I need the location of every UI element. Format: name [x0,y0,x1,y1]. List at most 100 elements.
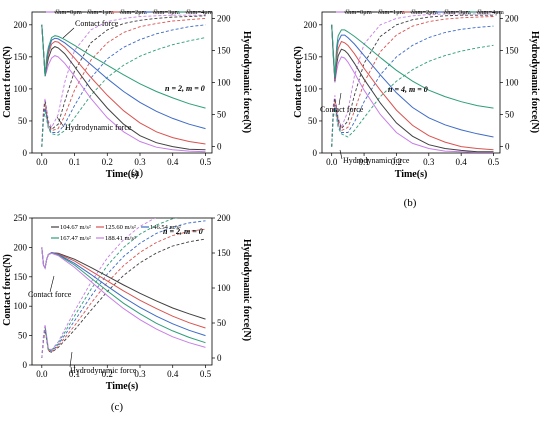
x-tick-label: 0.4 [167,369,179,379]
contact-force-annotation: Contact force [320,105,364,114]
hydro-series-line-3 [331,16,494,147]
x-tick-label: 0.1 [69,157,80,167]
panel-label: (c) [111,401,124,413]
contact-series-line-5 [41,24,206,109]
hydro-force-pointer [69,351,73,368]
y-left-tick-label: 100 [304,84,318,94]
legend-entry: 104.67 m/s² [60,224,91,231]
y-left-tick-label: 150 [304,52,318,62]
contact-force-annotation: Contact force [28,290,72,299]
plot-area [41,14,206,153]
y-right-axis-label: Hydrodynamic force(N) [241,31,252,133]
x-tick-label: 0.2 [391,157,402,167]
y-right-tick-label: 150 [217,45,231,55]
plot-area [41,218,206,359]
y-right-tick-label: 0 [505,142,510,152]
contact-force-pointer [62,27,75,39]
contact-force-annotation: Contact force [75,19,119,28]
x-tick-label: 0.5 [200,157,212,167]
legend-entry: δhm=2μm [411,9,438,16]
hydro-force-annotation: Hydrodynamic force [65,123,132,132]
y-left-tick-label: 0 [313,148,318,158]
hydro-force-annotation: Hydrodynamic force [70,366,137,375]
x-axis-label: Time(s) [106,169,139,180]
y-right-tick-label: 0 [217,353,222,363]
hydro-force-pointer [339,149,343,160]
x-tick-label: 0.1 [358,157,369,167]
legend-entry: δhm=0μm [345,9,372,16]
legend-entry: δhm=1μm [378,9,405,16]
legend-entry: 188.41 m/s² [105,235,136,242]
x-tick-label: 0.5 [488,157,500,167]
parameter-annotation: n = 4, m = 0 [388,85,428,94]
x-tick-label: 0.2 [102,157,113,167]
y-left-tick-label: 200 [14,20,28,30]
hydro-series-line-5 [41,218,157,359]
x-tick-label: 0.3 [134,157,146,167]
hydro-force-annotation: Hydrodynamic force [343,156,410,165]
legend-entry: δhm=2μm [120,9,147,16]
x-tick-label: 0.0 [326,157,338,167]
hydro-series-line-5 [41,37,206,147]
y-left-axis-label: Contact force(N) [2,46,13,118]
hydro-series-line-5 [331,44,494,147]
panel-label: (a) [131,167,144,179]
y-right-tick-label: 50 [217,318,227,328]
y-left-tick-label: 50 [308,116,318,126]
x-tick-label: 0.2 [102,369,113,379]
x-axis-label: Time(s) [106,381,139,392]
y-left-tick-label: 100 [14,84,28,94]
chart-panel-2: 0.0 0.1 0.2 0.3 0.4 0.5 0 50 100 150 200 0 50 100 150 2… [293,9,540,209]
y-left-tick-label: 50 [18,116,28,126]
legend-entry: δhm=1μm [87,9,114,16]
y-left-tick-label: 250 [14,213,28,223]
y-right-tick-label: 100 [217,283,231,293]
hydro-force-pointer [56,116,65,128]
x-tick-label: 0.1 [69,369,80,379]
plot-area [331,13,494,153]
y-left-axis-label: Contact force(N) [2,254,13,326]
legend-entry: δhm=4μm [186,9,213,16]
y-left-tick-label: 100 [14,301,28,311]
parameter-annotation: n = 2, m = 0 [163,227,203,236]
legend-entry: 167.47 m/s² [60,235,91,242]
y-right-axis-label: Hydrodynamic force(N) [529,31,540,133]
y-right-axis-label: Hydrodynamic force(N) [241,239,252,341]
y-left-tick-label: 150 [14,272,28,282]
legend-entry: δhm=4μm [477,9,504,16]
y-right-tick-label: 200 [217,213,231,223]
x-tick-label: 0.3 [134,369,146,379]
x-tick-label: 0.3 [423,157,435,167]
x-tick-label: 0.4 [167,157,179,167]
y-left-tick-label: 200 [304,20,318,30]
contact-series-line-5 [41,247,206,348]
contact-series-line-1 [331,24,494,153]
y-right-tick-label: 50 [505,110,515,120]
hydro-series-line-1 [41,14,206,147]
y-right-tick-label: 100 [217,78,231,88]
contact-force-pointer [49,275,55,293]
y-left-tick-label: 0 [23,148,28,158]
y-left-tick-label: 50 [18,331,28,341]
legend-entry: δhm=0μm [55,9,82,16]
legend-entry: 125.60 m/s² [105,224,136,231]
y-right-tick-label: 100 [505,78,519,88]
hydro-series-line-4 [331,25,494,147]
y-right-tick-label: 0 [217,142,222,152]
x-tick-label: 0.0 [36,369,48,379]
y-right-tick-label: 50 [217,110,227,120]
x-axis-label: Time(s) [395,169,428,180]
y-left-tick-label: 0 [23,360,28,370]
contact-series-line-1 [41,24,206,153]
chart-panel-3: 0.0 0.1 0.2 0.3 0.4 0.5 0 50 100 150 200 250 0 50 100 1… [2,213,252,413]
y-right-tick-label: 200 [505,13,519,23]
y-left-axis-label: Contact force(N) [293,46,304,118]
y-right-tick-label: 150 [505,45,519,55]
legend-entry: 146.54 m/s² [150,224,181,231]
y-right-tick-label: 200 [217,13,231,23]
contact-series-line-5 [331,24,494,109]
legend-entry: δhm=3μm [153,9,180,16]
panel-label: (b) [404,197,417,209]
chart-panel-1: 0.0 0.1 0.2 0.3 0.4 0.5 0 50 100 150 200 0 50 100 150 2… [2,9,252,180]
